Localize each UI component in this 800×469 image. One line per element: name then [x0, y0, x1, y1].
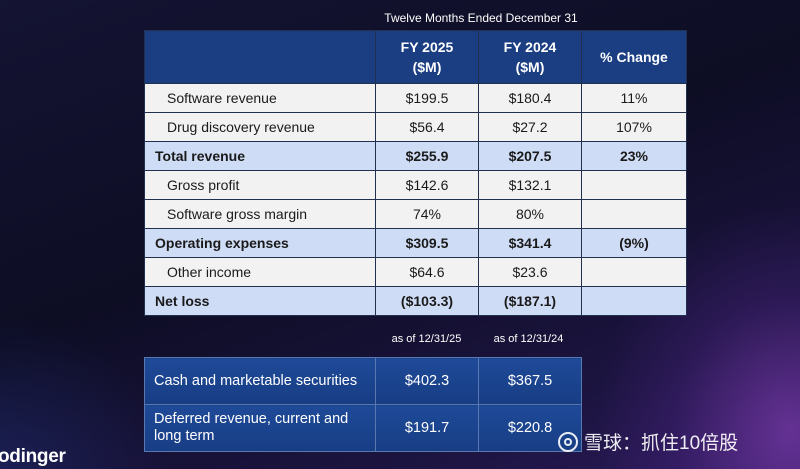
cell-fy2024: $23.6: [478, 257, 582, 287]
cell-fy2024: 80%: [478, 199, 582, 229]
watermark-text: 雪球：抓住10倍股: [584, 433, 739, 454]
row-label: Operating expenses: [144, 228, 376, 258]
asof-2024-label: as of 12/31/24: [493, 333, 564, 345]
cell-fy2025: ($103.3): [375, 286, 479, 316]
row-label: Software revenue: [144, 83, 376, 113]
row-label: Software gross margin: [144, 199, 376, 229]
cell-fy2025: $56.4: [375, 112, 479, 142]
watermark: 雪球：抓住10倍股: [558, 428, 738, 455]
header-fy2024: FY 2024 ($M): [478, 30, 582, 84]
cell-fy2024: $27.2: [478, 112, 582, 142]
cell-fy2024: $367.5: [478, 357, 582, 405]
cell-change: (9%): [581, 228, 687, 258]
table-row: Cash and marketable securities $402.3 $3…: [144, 357, 582, 405]
table-row: Other income $64.6 $23.6: [144, 257, 687, 287]
cell-fy2024: $220.8: [478, 404, 582, 452]
cell-change: [581, 286, 687, 316]
company-logo: odinger: [0, 446, 66, 467]
row-label: Cash and marketable securities: [144, 357, 376, 405]
snowball-logo-icon: [558, 431, 578, 452]
header-fy2025: FY 2025 ($M): [375, 30, 479, 84]
table-caption: Twelve Months Ended December 31: [384, 11, 578, 25]
cell-change: [581, 199, 687, 229]
header-label-cell: [144, 30, 376, 84]
cell-fy2024: $132.1: [478, 170, 582, 200]
table-row: Deferred revenue, current and long term …: [144, 404, 582, 452]
table-row-total: Net loss ($103.3) ($187.1): [144, 286, 687, 316]
row-label: Drug discovery revenue: [144, 112, 376, 142]
row-label: Net loss: [144, 286, 376, 316]
asof-2025-label: as of 12/31/25: [391, 333, 462, 345]
cell-change: [581, 257, 687, 287]
row-label: Total revenue: [144, 141, 376, 171]
row-label: Deferred revenue, current and long term: [144, 404, 376, 452]
cell-fy2024: ($187.1): [478, 286, 582, 316]
cell-change: [581, 170, 687, 200]
cell-fy2024: $207.5: [478, 141, 582, 171]
cell-fy2025: $64.6: [375, 257, 479, 287]
cell-fy2024: $341.4: [478, 228, 582, 258]
cell-fy2025: $191.7: [375, 404, 479, 452]
cell-change: 23%: [581, 141, 687, 171]
cell-change: 11%: [581, 83, 687, 113]
row-label: Gross profit: [144, 170, 376, 200]
header-change: % Change: [581, 30, 687, 84]
table-row: Software revenue $199.5 $180.4 11%: [144, 83, 687, 113]
cell-change: 107%: [581, 112, 687, 142]
income-table: FY 2025 ($M) FY 2024 ($M) % Change Softwar…: [144, 30, 687, 316]
cell-fy2025: $142.6: [375, 170, 479, 200]
table-row: Software gross margin 74% 80%: [144, 199, 687, 229]
cell-fy2025: 74%: [375, 199, 479, 229]
cell-fy2024: $180.4: [478, 83, 582, 113]
cell-fy2025: $402.3: [375, 357, 479, 405]
cell-fy2025: $309.5: [375, 228, 479, 258]
balance-table: Cash and marketable securities $402.3 $3…: [144, 357, 582, 452]
table-row: Gross profit $142.6 $132.1: [144, 170, 687, 200]
header-row: FY 2025 ($M) FY 2024 ($M) % Change: [144, 30, 687, 84]
row-label: Other income: [144, 257, 376, 287]
table-row-total: Operating expenses $309.5 $341.4 (9%): [144, 228, 687, 258]
table-row-total: Total revenue $255.9 $207.5 23%: [144, 141, 687, 171]
table-row: Drug discovery revenue $56.4 $27.2 107%: [144, 112, 687, 142]
cell-fy2025: $255.9: [375, 141, 479, 171]
cell-fy2025: $199.5: [375, 83, 479, 113]
